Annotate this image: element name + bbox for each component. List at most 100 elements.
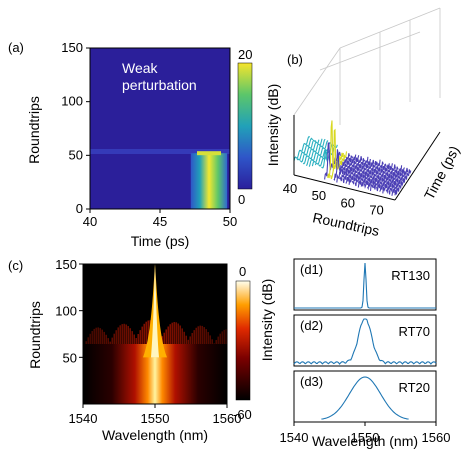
noise-streak — [93, 328, 95, 358]
subplot-label: (d2) — [300, 318, 323, 333]
waterfall-trace — [342, 155, 360, 183]
noise-streak — [167, 326, 169, 358]
tick-label: 50 — [312, 188, 326, 203]
waterfall-trace — [293, 135, 311, 162]
waterfall-trace — [308, 138, 326, 167]
panel-c-xlabel: Wavelength (nm) — [102, 427, 208, 443]
waterfall-trace — [311, 140, 329, 167]
waterfall-trace — [357, 159, 375, 188]
colorbar-a-min: 0 — [238, 192, 245, 207]
tick-label: 50 — [223, 214, 237, 229]
series-name: RT70 — [398, 324, 430, 339]
tick-label: 70 — [369, 202, 383, 217]
panel-c-ylabel: Roundtrips — [27, 301, 43, 369]
panel-c-xticks: 1540 1550 1560 — [69, 404, 241, 426]
noise-streak — [177, 323, 179, 358]
series-name: RT20 — [398, 380, 430, 395]
noise-streak — [123, 323, 125, 358]
noise-streak — [141, 326, 143, 358]
tick-label: 1560 — [422, 430, 451, 445]
tick-label: 150 — [55, 257, 77, 272]
noise-streak — [95, 327, 97, 358]
subplot-frame — [293, 314, 437, 367]
noise-streak — [99, 328, 101, 358]
annotation-line: perturbation — [122, 77, 197, 93]
tick-label: 100 — [55, 304, 77, 319]
panel-c-label: (c) — [8, 258, 23, 273]
noise-streak — [173, 322, 175, 358]
waterfall-trace — [379, 164, 396, 192]
noise-streak — [139, 330, 141, 358]
waterfall-trace — [367, 161, 384, 191]
noise-streak — [203, 327, 205, 358]
waterfall-trace — [363, 159, 381, 189]
waterfall-trace — [336, 155, 354, 183]
panel-b-ylabel: Intensity (dB) — [265, 84, 281, 166]
tick-label: 40 — [83, 214, 97, 229]
panel-b-time-axis — [394, 131, 441, 201]
waterfall-trace — [369, 163, 387, 191]
panel-a-ylabel: Roundtrips — [26, 96, 42, 164]
noise-streak — [169, 324, 171, 358]
panel-b-xticks: 40 50 60 70 — [283, 181, 384, 217]
tick-label: 50 — [63, 350, 77, 365]
waterfall-trace — [351, 156, 369, 185]
noise-streak — [193, 330, 195, 358]
waterfall-trace — [333, 149, 351, 181]
waterfall-trace — [382, 166, 399, 194]
subplot-label: (d3) — [300, 374, 323, 389]
waterfall-trace — [348, 158, 366, 185]
panel-d-xlabel: Wavelength (nm) — [312, 433, 418, 449]
waterfall-trace — [360, 161, 378, 187]
tick-label: 1550 — [351, 430, 380, 445]
annotation-weak-perturbation: Weak perturbation — [122, 60, 197, 93]
waterfall-trace — [345, 156, 363, 184]
panel-b-box — [293, 7, 441, 175]
noise-streak — [101, 329, 103, 358]
noise-streak — [165, 329, 167, 358]
noise-streak — [175, 322, 177, 358]
noise-streak — [117, 327, 119, 358]
waterfall-trace — [302, 139, 320, 165]
series-name: RT130 — [391, 268, 430, 283]
noise-streak — [115, 330, 117, 358]
panel-c-yticks: 50 100 150 — [55, 257, 83, 365]
panel-c-colorbar — [235, 280, 251, 401]
tick-label: 60 — [340, 195, 354, 210]
spectrum-trace — [293, 318, 437, 365]
waterfall-trace — [388, 167, 406, 195]
panel-d-xticks: 1540 1550 1560 — [280, 422, 451, 445]
panel-a-yticks: 0 50 100 150 — [61, 40, 90, 216]
panel-b: (b) 40 50 60 70 Roundtrips Intensity (dB) T… — [265, 7, 462, 239]
subplot-label: (d1) — [300, 262, 323, 277]
noise-streak — [143, 323, 145, 358]
tick-label: 45 — [153, 214, 167, 229]
noise-streak — [205, 329, 207, 358]
panel-c-colorbar-label: Intensity (dB) — [259, 279, 275, 361]
panel-c-spectrum-bottom — [83, 372, 227, 404]
noise-streak — [197, 326, 199, 358]
waterfall-trace — [394, 169, 412, 196]
tick-label: 150 — [61, 40, 83, 55]
annotation-line: Weak — [122, 60, 159, 76]
tick-label: 1540 — [69, 411, 98, 426]
waterfall-trace — [391, 167, 409, 196]
waterfall-trace — [299, 139, 317, 163]
panel-c-narrow-peak-core — [151, 264, 159, 358]
noise-streak — [171, 322, 173, 358]
panel-c: (c) 1540 1550 1560 50 100 150 Wavelength (nm… — [8, 257, 275, 443]
colorbar-c-max: 0 — [239, 264, 246, 279]
panel-b-label: (b) — [287, 52, 303, 67]
noise-streak — [127, 326, 129, 358]
subplot-rt130: (d1) RT130 — [293, 258, 437, 311]
noise-streak — [201, 325, 203, 358]
waterfall-trace — [376, 163, 393, 192]
panel-a-colorbar — [237, 62, 253, 190]
spectrum-trace — [321, 376, 409, 420]
subplot-rt20: (d3) RT20 — [293, 370, 437, 423]
waterfall-trace — [373, 163, 390, 190]
subplot-rt70: (d2) RT70 — [293, 314, 437, 367]
noise-streak — [195, 327, 197, 358]
